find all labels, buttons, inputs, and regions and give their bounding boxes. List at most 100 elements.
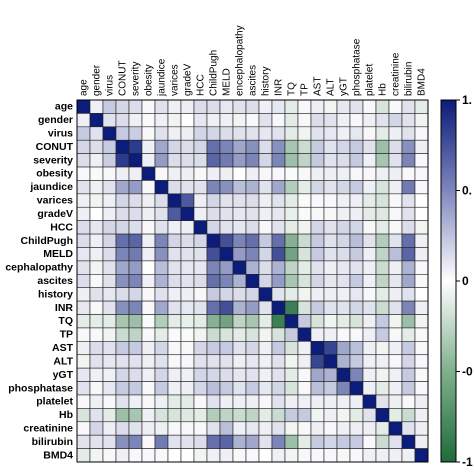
heatmap-cell [141, 354, 156, 369]
heatmap-cell [388, 220, 403, 235]
heatmap-cell [232, 260, 247, 275]
heatmap-cell [193, 126, 208, 141]
heatmap-cell [284, 448, 299, 463]
heatmap-cell [310, 341, 325, 356]
heatmap-cell [154, 220, 169, 235]
heatmap-cell [141, 99, 156, 114]
heatmap-cell [206, 139, 221, 154]
heatmap-cell [245, 220, 260, 235]
row-label: Hb [59, 409, 73, 421]
heatmap-cell [323, 421, 338, 436]
heatmap-cell [89, 126, 104, 141]
heatmap-cell [258, 139, 273, 154]
heatmap-cell [323, 153, 338, 168]
row-label: virus [48, 128, 73, 140]
heatmap-cell [167, 153, 182, 168]
heatmap-cell [271, 260, 286, 275]
heatmap-cell [115, 341, 130, 356]
heatmap-cell [76, 341, 91, 356]
heatmap-cell [154, 381, 169, 396]
heatmap-cell [297, 381, 312, 396]
heatmap-cell [219, 448, 234, 463]
heatmap-cell [297, 434, 312, 449]
heatmap-cell [219, 341, 234, 356]
heatmap-cell [310, 354, 325, 369]
heatmap-cell [76, 139, 91, 154]
heatmap-cell [375, 139, 390, 154]
heatmap-cell [414, 113, 429, 128]
heatmap-cell [375, 381, 390, 396]
heatmap-cell [375, 367, 390, 382]
heatmap-cell [180, 421, 195, 436]
heatmap-cell [414, 180, 429, 195]
column-label: ALT [326, 78, 337, 96]
heatmap-cell [401, 381, 416, 396]
heatmap-cell [154, 327, 169, 342]
heatmap-cell [401, 314, 416, 329]
heatmap-cell [336, 354, 351, 369]
heatmap-cell [388, 300, 403, 315]
heatmap-cell [102, 434, 117, 449]
column-label: TP [300, 83, 311, 96]
heatmap-cell [167, 408, 182, 423]
column-label: platelet [365, 64, 376, 96]
heatmap-cell [167, 367, 182, 382]
heatmap-cell [271, 220, 286, 235]
heatmap-cell [245, 206, 260, 221]
heatmap-cell [102, 327, 117, 342]
heatmap-cell [284, 327, 299, 342]
heatmap-cell [180, 287, 195, 302]
heatmap-cell [141, 166, 156, 181]
heatmap-cell [128, 354, 143, 369]
heatmap-cell [206, 233, 221, 248]
heatmap-cell [76, 247, 91, 262]
heatmap-cell [167, 233, 182, 248]
heatmap-cell [102, 448, 117, 463]
heatmap-cell [245, 180, 260, 195]
heatmap-cell [323, 300, 338, 315]
heatmap-cell [193, 99, 208, 114]
heatmap-cell [141, 193, 156, 208]
heatmap-cell [323, 287, 338, 302]
heatmap-cell [115, 327, 130, 342]
heatmap-cell [141, 287, 156, 302]
heatmap-cell [206, 206, 221, 221]
heatmap-cell [336, 367, 351, 382]
heatmap-cell [206, 300, 221, 315]
heatmap-cell [258, 300, 273, 315]
heatmap-cell [154, 300, 169, 315]
heatmap-cell [232, 180, 247, 195]
heatmap-cell [297, 394, 312, 409]
heatmap-cell [219, 367, 234, 382]
heatmap-cell [414, 341, 429, 356]
heatmap-cell [258, 220, 273, 235]
heatmap-cell [180, 354, 195, 369]
heatmap-cell [401, 113, 416, 128]
heatmap-cell [323, 354, 338, 369]
heatmap-cell [336, 247, 351, 262]
heatmap-cell [349, 354, 364, 369]
column-label: age [79, 79, 90, 96]
heatmap-cell [89, 448, 104, 463]
heatmap-cell [362, 193, 377, 208]
row-label: TP [60, 329, 73, 341]
heatmap-cell [284, 300, 299, 315]
heatmap-cell [102, 153, 117, 168]
row-label: ChildPugh [21, 235, 74, 247]
heatmap-cell [388, 180, 403, 195]
heatmap-cell [219, 113, 234, 128]
column-label: bilirubin [404, 62, 415, 96]
heatmap-cell [310, 300, 325, 315]
heatmap-cell [375, 434, 390, 449]
heatmap-cell [128, 99, 143, 114]
colorbar-ticks: 1. 0. 0 -0 -1 [456, 93, 473, 469]
heatmap-cell [154, 206, 169, 221]
heatmap-cell [128, 273, 143, 289]
heatmap-cell [141, 421, 156, 436]
heatmap-cell [232, 193, 247, 208]
heatmap-cell [414, 220, 429, 235]
heatmap-cell [115, 381, 130, 396]
heatmap-cell [128, 341, 143, 356]
heatmap-cell [336, 113, 351, 128]
heatmap-cell [245, 166, 260, 181]
